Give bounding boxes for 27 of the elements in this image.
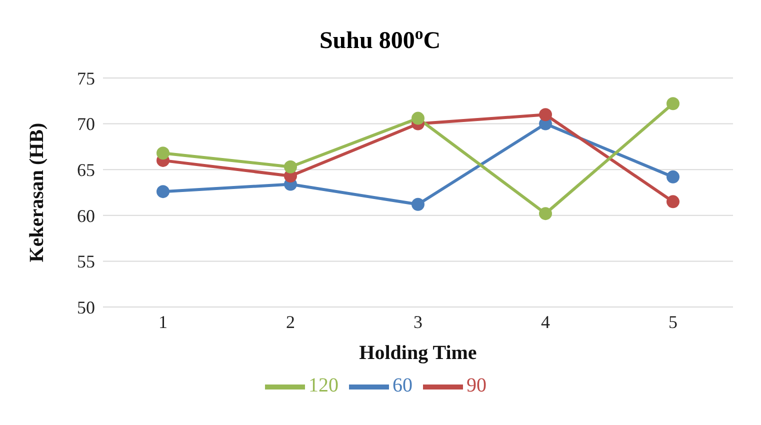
point (284, 160, 297, 174)
legend-label: 120 (308, 374, 338, 397)
legend-label: 90 (466, 374, 486, 397)
point (539, 207, 552, 220)
y-tick-label: 70 (77, 114, 95, 134)
point (539, 108, 552, 122)
chart-title: Suhu 800$^{o}$C (319, 24, 441, 54)
point (666, 170, 680, 184)
y-tick-label: 75 (77, 68, 95, 88)
point (156, 146, 170, 160)
point (412, 112, 424, 125)
y-axis-title: Kekerasan (HB) (26, 122, 48, 262)
x-tick-label: 5 (668, 312, 678, 332)
point (666, 195, 680, 208)
point (412, 198, 424, 211)
y-tick-label: 50 (77, 297, 95, 318)
point (156, 185, 170, 198)
y-tick-label: 65 (77, 160, 95, 180)
x-tick-label: 1 (158, 312, 168, 332)
x-axis-title: Holding Time (359, 342, 477, 364)
legend-label: 60 (392, 374, 412, 397)
x-tick-label: 3 (414, 312, 422, 332)
y-tick-label: 60 (77, 206, 95, 226)
x-tick-label: 2 (286, 312, 295, 332)
x-tick-label: 4 (541, 312, 550, 332)
y-tick-label: 55 (77, 252, 95, 272)
point (666, 97, 680, 110)
